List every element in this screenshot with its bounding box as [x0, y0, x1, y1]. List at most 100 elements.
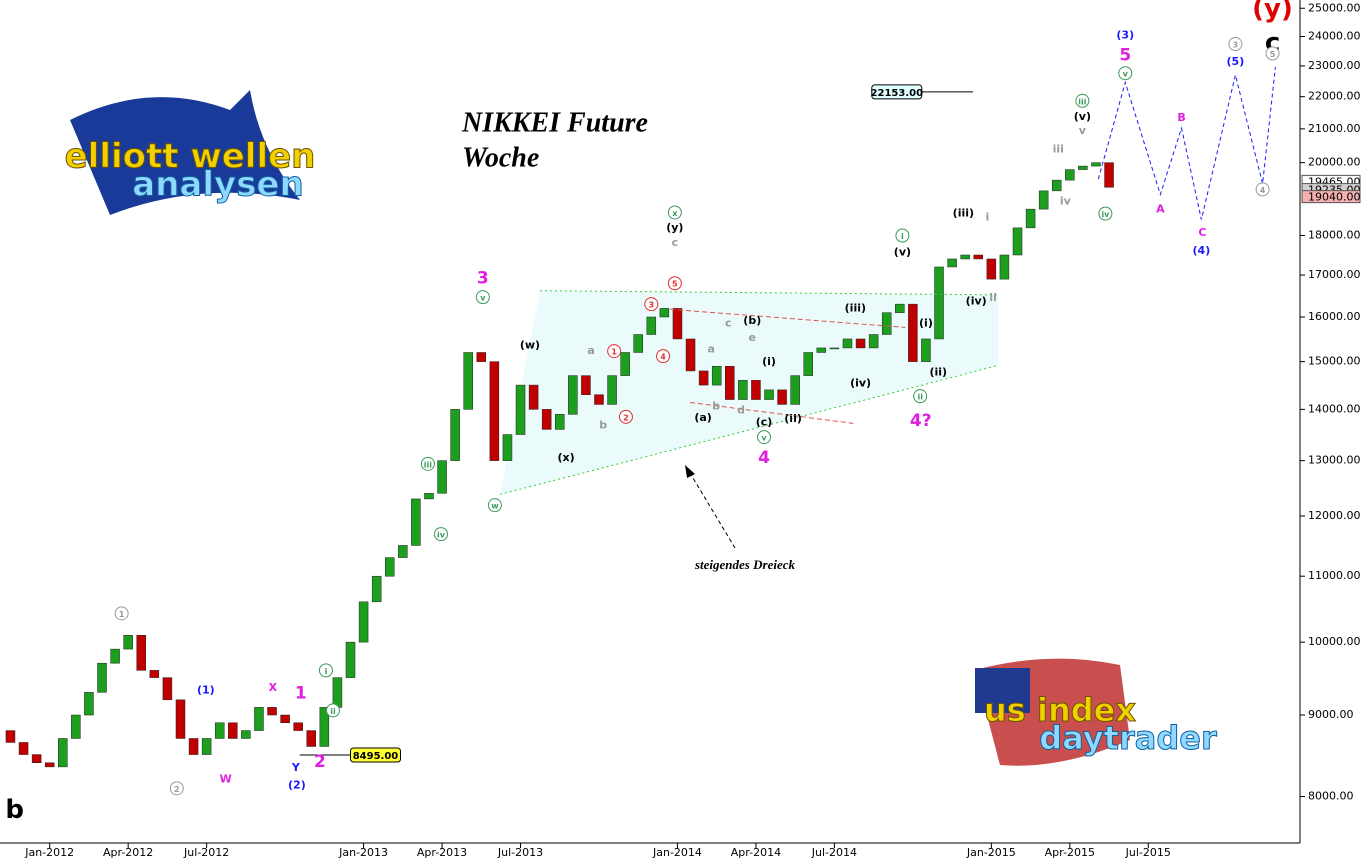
candle: [1104, 162, 1114, 188]
candle: [450, 409, 460, 461]
candle: [58, 738, 68, 768]
y-tick-label: 21000.00: [1308, 122, 1361, 135]
level-label: 22153.00: [871, 88, 924, 99]
candle: [214, 722, 225, 739]
wave-label: (y): [666, 221, 683, 234]
candle: [908, 303, 918, 362]
y-tick-label: 15000.00: [1308, 355, 1361, 368]
candle: [319, 707, 330, 747]
wave-label: iii: [1053, 143, 1064, 156]
wave-label: Y: [291, 761, 301, 774]
wave-label: (ii): [784, 412, 802, 425]
wave-label: (5): [1227, 55, 1245, 68]
candle: [973, 254, 984, 260]
wave-circle: [1265, 46, 1280, 61]
candle: [489, 361, 500, 461]
candle: [1038, 190, 1049, 210]
x-tick-label: Apr-2013: [417, 846, 467, 859]
arrow-head: [685, 465, 695, 478]
candle: [555, 414, 565, 430]
wave-label: iii: [1078, 97, 1086, 106]
flag-eu: [70, 90, 300, 215]
wave-label: (c): [756, 415, 773, 428]
wave-label: 4?: [910, 411, 932, 431]
wave-circle: [1118, 66, 1133, 81]
candle: [371, 575, 382, 603]
candle: [751, 380, 761, 400]
candle: [18, 742, 29, 755]
candle: [201, 738, 212, 755]
wave-label: (i): [762, 355, 776, 368]
candle: [633, 334, 643, 353]
candle: [646, 316, 657, 335]
wave-label: (iii): [845, 302, 866, 315]
candle: [528, 384, 539, 410]
candle: [895, 303, 905, 313]
wave-label: v: [480, 294, 486, 303]
wave-label: (iii): [953, 206, 974, 219]
wave-circle: [169, 781, 184, 796]
wave-circle: [757, 430, 772, 445]
wave-label: e: [749, 331, 756, 344]
wave-label: b: [599, 418, 607, 431]
wave-circle: [1075, 93, 1090, 108]
wave-label: (iv): [966, 294, 987, 307]
candle: [541, 409, 552, 430]
candle: [777, 389, 787, 405]
candle: [162, 677, 173, 701]
candle: [738, 380, 748, 400]
wave-label: (4): [1193, 244, 1211, 257]
wave-label: (x): [557, 451, 574, 464]
wave-label: 5: [672, 280, 678, 289]
candle: [44, 762, 55, 768]
candle: [110, 648, 120, 664]
wave-label: 3: [1233, 41, 1239, 50]
wave-label: ii: [330, 707, 336, 716]
candle: [398, 545, 408, 558]
candle: [725, 366, 735, 400]
wave-label: b: [5, 795, 24, 825]
wave-circle: [667, 205, 682, 220]
candle: [463, 352, 473, 410]
logo-text: us index: [984, 691, 1136, 729]
y-tick-label: 18000.00: [1308, 229, 1361, 242]
chart-title: NIKKEI Future: [461, 107, 648, 138]
flag-us-canton: [975, 668, 1030, 713]
wave-circle: [656, 349, 671, 364]
candle: [123, 635, 133, 650]
candle: [358, 601, 369, 643]
wave-label: x: [672, 209, 678, 218]
y-tick-label: 25000.00: [1308, 1, 1361, 14]
wave-label: (2): [288, 779, 306, 792]
wave-label: B: [1177, 111, 1185, 124]
wave-label: (v): [1074, 110, 1091, 123]
candle: [581, 375, 591, 395]
candle: [188, 738, 199, 755]
x-tick-label: Jan-2015: [966, 846, 1016, 859]
wave-label: 4: [1260, 186, 1266, 195]
candle: [97, 662, 107, 693]
wave-circle: [607, 344, 622, 359]
candle: [568, 375, 578, 415]
trend-line: [499, 364, 999, 495]
logos: elliott wellen analysen us index daytrad…: [64, 90, 1217, 766]
candle: [71, 714, 81, 739]
wave-label: ii: [989, 291, 997, 304]
wave-circle: [475, 290, 490, 305]
wave-label: iii: [424, 460, 432, 469]
wave-label: 5: [1119, 45, 1131, 65]
wave-label: i: [901, 232, 904, 241]
candle: [881, 312, 892, 335]
wave-label: 1: [611, 348, 617, 357]
candle: [149, 670, 160, 678]
chart-subtitle: Woche: [462, 142, 539, 173]
wave-label: v: [761, 434, 767, 443]
wave-label: a: [587, 344, 594, 357]
x-tick-label: Jan-2012: [24, 846, 74, 859]
wave-circle: [644, 297, 659, 312]
candle: [1078, 165, 1088, 170]
candle: [947, 258, 957, 268]
wave-circle: [434, 527, 449, 542]
wave-label: c: [672, 236, 679, 249]
